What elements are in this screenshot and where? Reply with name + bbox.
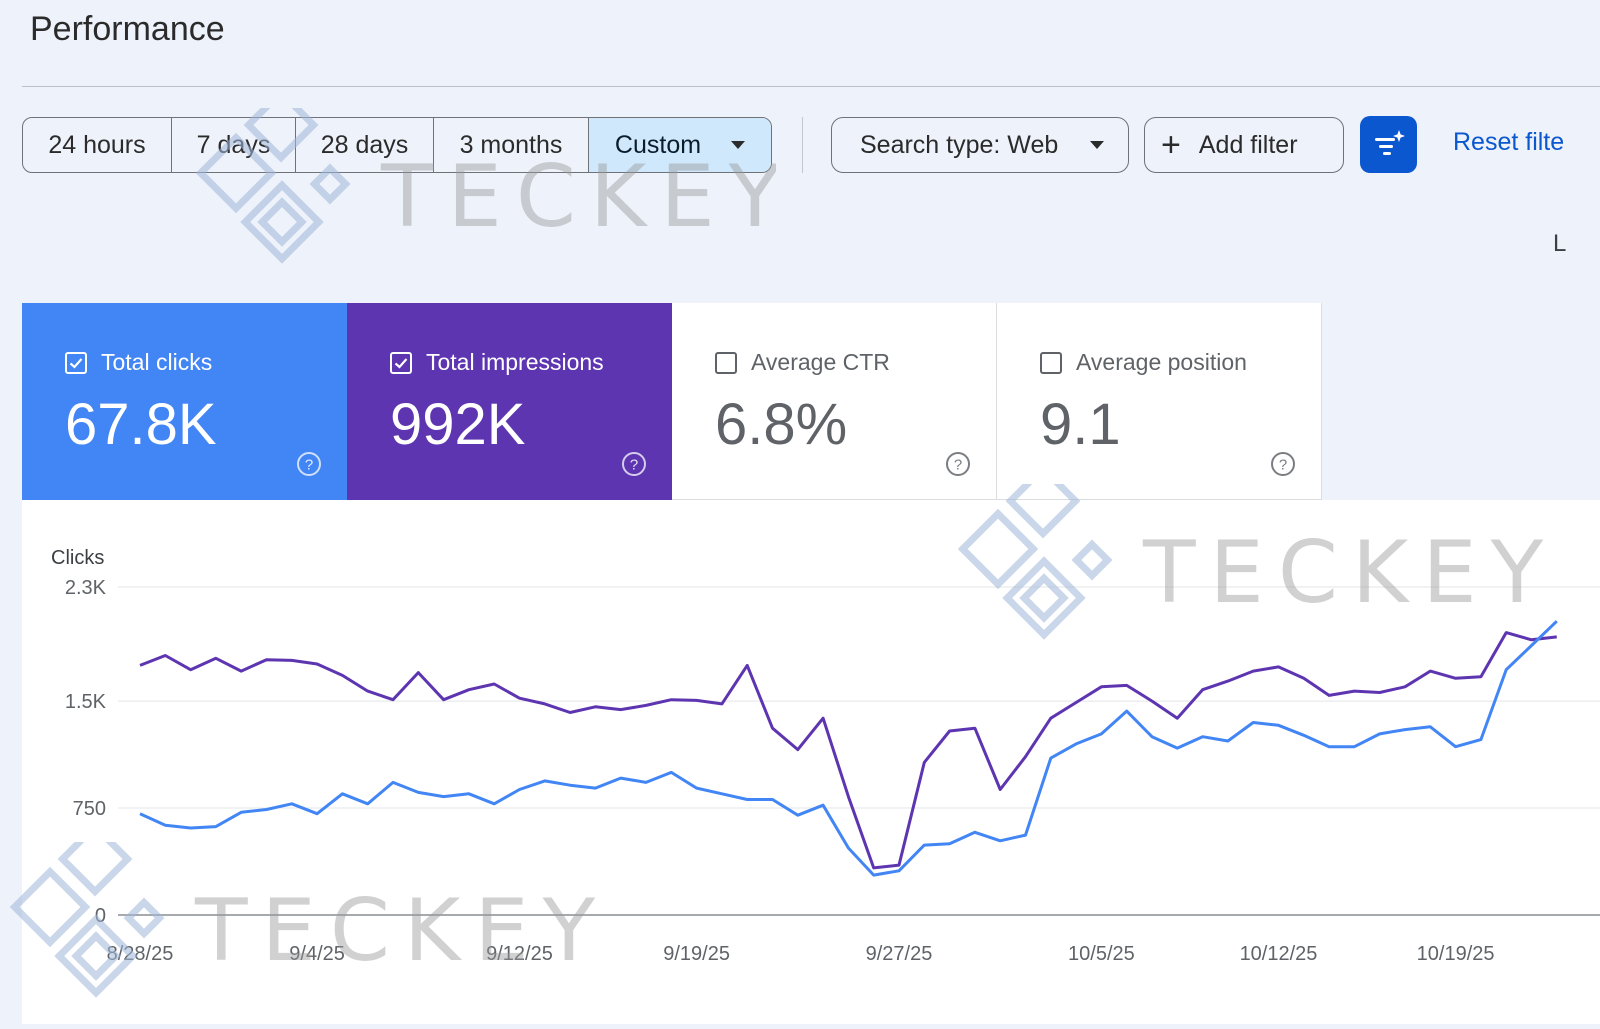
total-clicks-value: 67.8K [65,392,217,457]
average-ctr-label: Average CTR [751,349,890,375]
average-position-card[interactable]: Average position 9.1 ? [997,303,1322,500]
performance-chart: 2.3K 1.5K 750 08/28/25 9/4/25 9/12/25 9/19/25 9… [51,547,1600,965]
average-ctr-card[interactable]: Average CTR 6.8% ? [672,303,997,500]
range-custom-button[interactable]: Custom [589,118,771,172]
total-clicks-card[interactable]: Total clicks 67.8K ? [22,303,347,500]
search-type-dropdown[interactable]: Search type: Web [831,117,1129,173]
help-icon[interactable]: ? [621,451,647,477]
x-tick-label: 8/28/25 [107,943,174,965]
average-position-label: Average position [1076,349,1247,375]
svg-text:?: ? [305,457,313,474]
x-tick-label: 10/12/25 [1240,943,1318,965]
range-24-hours-button[interactable]: 24 hours [23,118,172,172]
ai-filter-button[interactable] [1360,116,1417,173]
last-updated-text: L [1553,230,1567,257]
add-filter-button[interactable]: + Add filter [1144,117,1344,173]
metric-cards: Total clicks 67.8K ? Total impressions 9… [22,303,1322,500]
checkbox-checked-icon[interactable] [65,351,87,374]
sparkle-filter-icon [1374,129,1405,155]
y-tick-label: 750 [73,798,106,820]
performance-chart-panel: 2.3K 1.5K 750 0 8/28/25 9/4/25 9/12/25 9/19/25 9… [22,500,1600,1024]
svg-text:?: ? [954,457,962,474]
search-type-label: Search type: Web [860,130,1059,159]
total-impressions-label: Total impressions [426,349,604,375]
total-impressions-value: 992K [390,392,526,457]
range-custom-label: Custom [614,130,702,159]
average-ctr-value: 6.8% [715,392,848,457]
add-filter-label: Add filter [1198,130,1298,159]
x-tick-label: 10/19/25 [1417,943,1495,965]
checkbox-unchecked-icon[interactable] [1040,351,1062,374]
help-icon[interactable]: ? [296,451,322,477]
range-7-days-button[interactable]: 7 days [172,118,296,172]
checkbox-checked-icon[interactable] [390,351,412,374]
series-line-total-clicks[interactable] [139,620,1558,877]
chevron-down-icon [731,141,746,149]
date-range-selector: 24 hours 7 days 28 days 3 months Custom [22,117,772,173]
y-tick-label: 0 [95,905,106,927]
title-divider [22,86,1600,87]
checkbox-unchecked-icon[interactable] [715,351,737,374]
x-tick-label: 9/27/25 [866,943,933,965]
reset-filters-link[interactable]: Reset filte [1453,128,1565,156]
range-3-months-button[interactable]: 3 months [434,118,589,172]
x-tick-label: 9/12/25 [486,943,553,965]
y-tick-label: 1.5K [65,691,107,713]
svg-text:?: ? [630,457,638,474]
series-line-total-impressions[interactable] [139,631,1557,870]
help-icon[interactable]: ? [1270,451,1296,477]
help-icon[interactable]: ? [945,451,971,477]
svg-text:?: ? [1279,457,1287,474]
y-axis-label: Clicks [51,547,104,569]
x-tick-label: 10/5/25 [1068,943,1135,965]
y-tick-label: 2.3K [65,577,107,599]
x-tick-label: 9/4/25 [289,943,345,965]
plus-icon: + [1161,126,1181,164]
chevron-down-icon [1090,141,1105,149]
average-position-value: 9.1 [1040,392,1121,457]
toolbar-divider [802,117,803,173]
total-impressions-card[interactable]: Total impressions 992K ? [347,303,672,500]
page-title: Performance [30,10,225,48]
range-28-days-button[interactable]: 28 days [296,118,434,172]
x-tick-label: 9/19/25 [663,943,730,965]
total-clicks-label: Total clicks [101,349,213,375]
